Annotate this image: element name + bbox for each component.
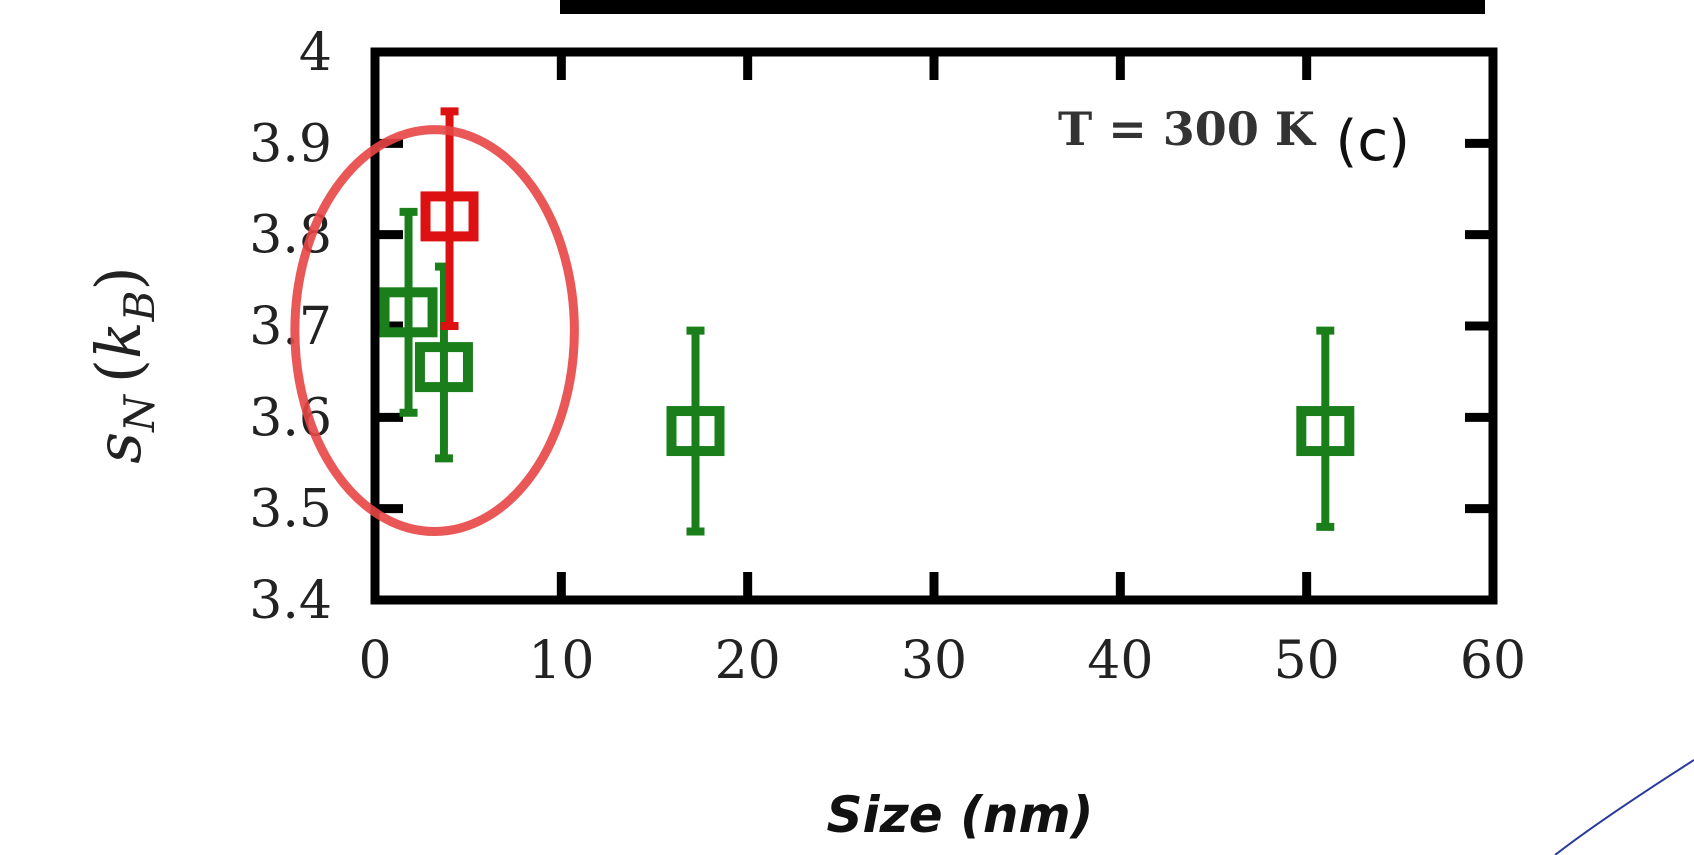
data-point-marker [420, 191, 479, 242]
x-axis-ticks: 0 10 20 30 40 50 60 [358, 52, 1526, 691]
y-tick-label: 3.5 [249, 480, 332, 540]
y-tick-label: 3.4 [249, 571, 332, 631]
x-tick-label: 60 [1460, 631, 1526, 691]
series-0 [379, 207, 1355, 536]
data-point-marker [1296, 406, 1355, 457]
x-tick-label: 10 [528, 631, 594, 691]
data-point-marker [379, 287, 438, 338]
y-tick-label: 3.9 [249, 114, 332, 174]
data-point-marker [414, 342, 473, 393]
panel-label: (c) [1336, 109, 1410, 174]
data-point-marker [666, 406, 725, 457]
x-tick-label: 30 [901, 631, 967, 691]
title-fragment [560, 0, 1485, 14]
highlight-ellipse-layer [290, 125, 579, 537]
data-series [379, 107, 1355, 536]
x-tick-label: 0 [358, 631, 391, 691]
temperature-annotation: T = 300 K [1058, 102, 1317, 156]
y-axis-title: sN(kB) [82, 266, 164, 463]
x-tick-label: 20 [715, 631, 781, 691]
corner-decoration [1554, 759, 1694, 855]
x-tick-label: 40 [1087, 631, 1153, 691]
x-tick-label: 50 [1274, 631, 1340, 691]
series-1 [420, 107, 479, 330]
highlight-ellipse [290, 125, 579, 537]
y-tick-label: 4 [299, 23, 332, 83]
x-axis-title: Size (nm) [827, 786, 1094, 844]
y-axis-ticks: 3.43.53.63.73.83.94 [249, 23, 1493, 631]
